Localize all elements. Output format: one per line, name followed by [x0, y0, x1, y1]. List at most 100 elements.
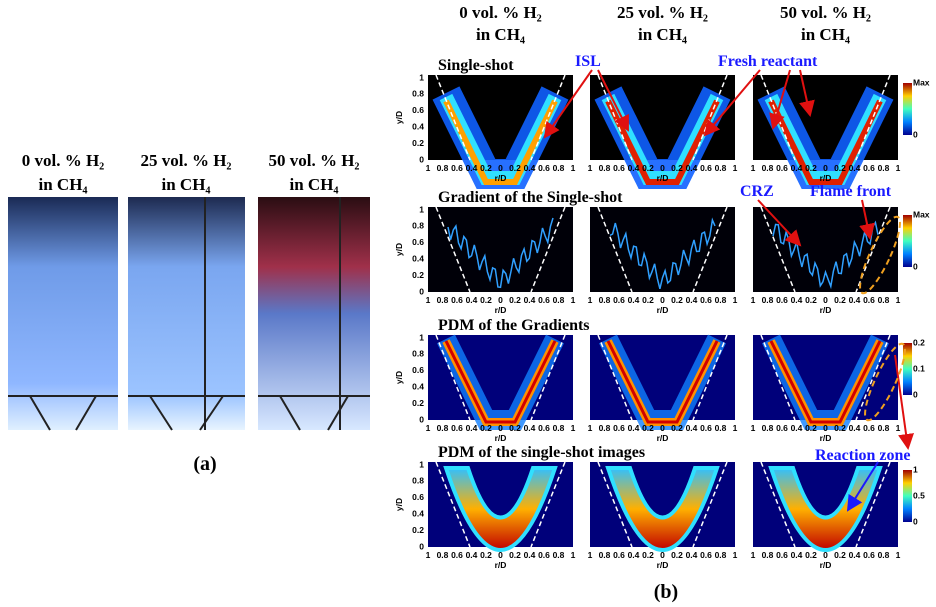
- x-tick-label: 0.2: [671, 423, 683, 433]
- x-axis-label: r/D: [657, 433, 669, 443]
- y-axis-label: y/D: [394, 371, 404, 384]
- x-tick-label: 0.6: [700, 550, 712, 560]
- x-tick-label: 1: [751, 295, 756, 305]
- x-tick-label: 1: [733, 423, 738, 433]
- x-axis-label: r/D: [495, 173, 507, 183]
- x-tick-label: 0.2: [509, 295, 521, 305]
- y-tick-label: 0.2: [412, 138, 424, 148]
- arrows: [543, 69, 914, 450]
- x-tick-label: 0.8: [762, 423, 774, 433]
- x-axis-label: r/D: [820, 173, 832, 183]
- x-tick-label: 0.4: [791, 423, 803, 433]
- column-header: in CH₄: [38, 175, 87, 194]
- x-tick-label: 0: [660, 423, 665, 433]
- x-axis-label: r/D: [495, 433, 507, 443]
- y-tick-label: 0.4: [412, 508, 424, 518]
- x-tick-label: 0.6: [776, 295, 788, 305]
- x-tick-label: 0.6: [613, 550, 625, 560]
- x-tick-label: 1: [896, 550, 901, 560]
- x-tick-label: 0.4: [686, 295, 698, 305]
- panel-b: (b) 0 vol. % H₂ in CH₄ 25 vol. % H₂ in CH₄ 5…: [394, 3, 930, 603]
- dashed-guide: [692, 334, 728, 421]
- x-tick-label: 0.8: [599, 423, 611, 433]
- y-tick-label: 1: [419, 204, 424, 214]
- annotation: Reaction zone: [815, 447, 911, 464]
- x-tick-label: 0.2: [642, 295, 654, 305]
- column-header: in CH₄: [476, 25, 525, 44]
- x-tick-label: 0.2: [480, 550, 492, 560]
- x-tick-label: 0.8: [437, 550, 449, 560]
- x-axis-label: r/D: [820, 560, 832, 570]
- row-title: Gradient of the Single-shot: [438, 189, 623, 206]
- x-tick-label: 0.4: [686, 423, 698, 433]
- x-tick-label: 0: [823, 423, 828, 433]
- y-tick-label: 0.2: [412, 270, 424, 280]
- x-axis-label: r/D: [657, 305, 669, 315]
- plot: 1 0.8 0.6 0.4 0.2 0 0.2 0.4 0.6 0.8 1r/D10.80.60.4…: [394, 204, 576, 315]
- dashed-guide: [530, 461, 566, 548]
- x-tick-label: 0.2: [671, 163, 683, 173]
- plot: 1 0.8 0.6 0.4 0.2 0 0.2 0.4 0.6 0.8 1r/D: [588, 461, 738, 570]
- x-tick-label: 0: [660, 295, 665, 305]
- x-tick-label: 0.4: [524, 550, 536, 560]
- x-tick-label: 0: [823, 163, 828, 173]
- x-tick-label: 0.8: [437, 163, 449, 173]
- colorbar: [903, 215, 912, 267]
- x-tick-label: 0.8: [878, 550, 890, 560]
- x-tick-label: 1: [426, 423, 431, 433]
- x-tick-label: 1: [571, 550, 576, 560]
- column-header: 25 vol. % H₂: [617, 3, 708, 22]
- x-tick-label: 0: [660, 163, 665, 173]
- x-tick-label: 0.8: [715, 295, 727, 305]
- dashed-guide: [855, 334, 891, 421]
- dashed-guide: [530, 334, 566, 421]
- colorbar-label: 0: [913, 516, 918, 526]
- y-tick-label: 0.4: [412, 121, 424, 131]
- y-tick-label: 0.8: [412, 476, 424, 486]
- x-tick-label: 0.2: [642, 550, 654, 560]
- plot-area: [753, 207, 898, 292]
- dashed-guide: [597, 74, 633, 161]
- dashed-guide: [692, 461, 728, 548]
- x-tick-label: 0.8: [553, 423, 565, 433]
- annotation: ISL: [575, 53, 601, 70]
- y-tick-label: 0.8: [412, 89, 424, 99]
- x-tick-label: 0.6: [776, 163, 788, 173]
- x-tick-label: 0.8: [878, 163, 890, 173]
- dashed-guide: [855, 74, 891, 161]
- x-tick-label: 0.4: [524, 423, 536, 433]
- x-tick-label: 0.4: [686, 550, 698, 560]
- x-axis-label: r/D: [495, 305, 507, 315]
- signal: [605, 99, 720, 185]
- colorbar-label: Max: [913, 77, 930, 87]
- x-axis-label: r/D: [495, 560, 507, 570]
- y-axis-label: y/D: [394, 498, 404, 511]
- x-tick-label: 0.6: [700, 163, 712, 173]
- y-tick-label: 0.6: [412, 365, 424, 375]
- x-tick-label: 0.4: [849, 295, 861, 305]
- x-tick-label: 0.2: [834, 550, 846, 560]
- panel-label: (a): [193, 453, 216, 475]
- x-tick-label: 0.6: [863, 550, 875, 560]
- plot: 1 0.8 0.6 0.4 0.2 0 0.2 0.4 0.6 0.8 1r/D: [751, 334, 901, 443]
- x-tick-label: 0: [498, 295, 503, 305]
- column-header: in CH₄: [638, 25, 687, 44]
- x-tick-label: 0.8: [762, 550, 774, 560]
- plot: 1 0.8 0.6 0.4 0.2 0 0.2 0.4 0.6 0.8 1r/D: [588, 74, 738, 189]
- x-tick-label: 1: [751, 423, 756, 433]
- burner-frame: [8, 197, 370, 431]
- dashed-guide: [760, 334, 796, 421]
- dashed-guide: [597, 334, 633, 421]
- x-tick-label: 0.2: [805, 163, 817, 173]
- x-tick-label: 1: [588, 550, 593, 560]
- x-tick-label: 0.6: [613, 295, 625, 305]
- x-tick-label: 1: [571, 423, 576, 433]
- x-tick-label: 0.2: [480, 163, 492, 173]
- x-tick-label: 0.2: [834, 163, 846, 173]
- dashed-guide: [692, 74, 728, 161]
- x-tick-label: 0.2: [480, 295, 492, 305]
- x-axis-label: r/D: [820, 305, 832, 315]
- y-tick-label: 0.4: [412, 381, 424, 391]
- x-tick-label: 0.6: [776, 423, 788, 433]
- x-axis-label: r/D: [820, 433, 832, 443]
